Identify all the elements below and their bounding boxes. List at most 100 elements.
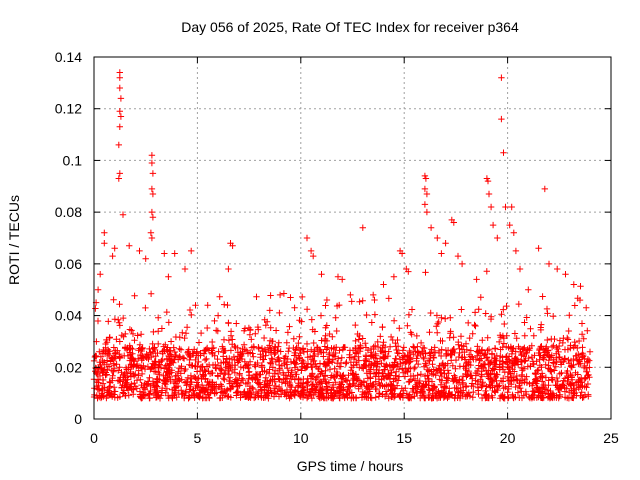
roti-point [266, 307, 273, 314]
roti-point [484, 177, 492, 185]
roti-point [116, 123, 123, 130]
roti-point [115, 175, 122, 182]
x-tick-label: 20 [500, 430, 516, 446]
roti-point [225, 265, 232, 273]
roti-point [494, 234, 501, 242]
roti-point [101, 240, 108, 247]
roti-point [148, 234, 156, 242]
roti-point [291, 304, 298, 311]
roti-point [498, 74, 505, 81]
roti-point [214, 312, 222, 319]
y-tick-label: 0.12 [55, 101, 82, 117]
roti-point [229, 242, 236, 249]
roti-point [506, 221, 513, 229]
roti-point [149, 190, 157, 198]
data-points [90, 69, 594, 402]
roti-point [541, 185, 548, 193]
roti-point [148, 159, 156, 167]
roti-point [450, 219, 457, 226]
roti-point [380, 281, 387, 288]
roti-point [276, 291, 284, 299]
y-tick-label: 0.06 [55, 256, 82, 272]
roti-point [502, 203, 509, 211]
x-tick-label: 25 [603, 430, 619, 446]
roti-point [148, 152, 156, 159]
roti-point [142, 255, 149, 262]
roti-point [339, 276, 346, 283]
roti-point [188, 247, 195, 255]
roti-point [117, 113, 125, 120]
y-tick-label: 0 [74, 411, 82, 427]
roti-point [423, 208, 431, 216]
roti-point [334, 273, 342, 280]
y-tick-label: 0.02 [55, 359, 82, 375]
roti-point [116, 84, 123, 92]
roti-point [115, 141, 122, 149]
roti-point [485, 190, 493, 198]
roti-point [458, 260, 466, 268]
roti-point [434, 234, 441, 242]
roti-point [405, 268, 412, 275]
roti-point [171, 250, 178, 257]
roti-point [454, 252, 462, 260]
roti-point [498, 115, 505, 123]
roti-point [554, 265, 561, 273]
roti-point [109, 252, 116, 260]
roti-point [287, 294, 294, 301]
x-tick-label: 0 [90, 430, 98, 446]
roti-point [512, 247, 520, 255]
x-tick-labels: 0 5 10 15 20 25 [90, 430, 619, 446]
roti-point [545, 260, 553, 268]
x-tick-label: 10 [293, 430, 309, 446]
roti-point [318, 271, 325, 278]
roti-point [442, 240, 449, 247]
roti-point [508, 203, 515, 211]
roti-point [149, 170, 157, 177]
roti-point [148, 208, 156, 216]
y-tick-labels: 0 0.02 0.04 0.06 0.08 0.1 0.12 0.14 [55, 49, 82, 427]
roti-point [94, 286, 102, 293]
chart-title: Day 056 of 2025, Rate Of TEC Index for r… [181, 19, 519, 35]
roti-point [116, 170, 123, 177]
roti-point [576, 296, 584, 304]
x-axis-label: GPS time / hours [297, 458, 404, 474]
roti-point [510, 229, 517, 236]
roti-point [307, 247, 315, 255]
roti-point [570, 281, 577, 288]
roti-point [500, 149, 507, 156]
roti-point [421, 201, 429, 208]
roti-point [310, 252, 317, 260]
roti-point [359, 224, 366, 231]
roti-point [390, 273, 398, 280]
roti-point [347, 291, 354, 299]
roti-baseline-points [90, 268, 594, 402]
roti-point [165, 273, 172, 280]
roti-point [525, 286, 532, 293]
plot-frame [93, 56, 612, 420]
roti-point [181, 265, 189, 273]
roti-point [422, 175, 430, 182]
roti-point [119, 211, 127, 218]
y-tick-label: 0.1 [63, 152, 83, 168]
roti-point [148, 185, 156, 193]
roti-point [473, 276, 480, 283]
grid-lines [94, 57, 611, 419]
roti-point [303, 234, 311, 242]
roti-point [149, 214, 157, 221]
roti-point [241, 325, 249, 332]
roti-point [116, 108, 123, 115]
roti-point [562, 271, 569, 278]
roti-point [489, 221, 497, 229]
roti-point [136, 247, 143, 255]
roti-point [101, 229, 108, 236]
roti-point [147, 229, 155, 236]
roti-point [252, 330, 259, 337]
roti-point [535, 245, 542, 252]
roti-point [427, 224, 435, 231]
roti-point [116, 74, 123, 81]
roti-point [516, 265, 524, 273]
roti-point [161, 250, 168, 257]
roti-point [423, 190, 431, 198]
axis-ticks [93, 56, 612, 420]
